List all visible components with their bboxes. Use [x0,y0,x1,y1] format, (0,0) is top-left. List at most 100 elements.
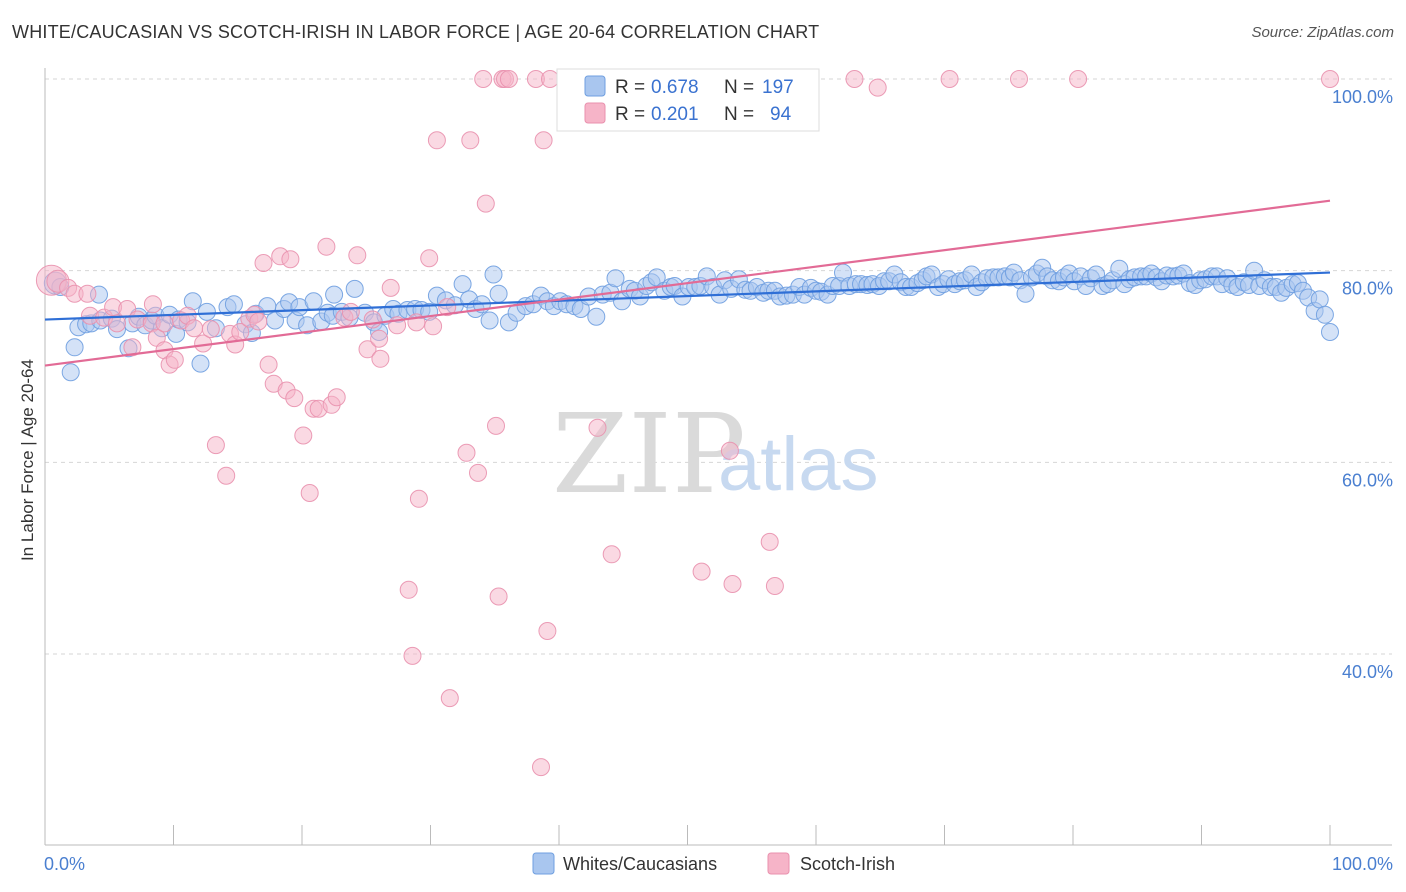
axes [44,68,1392,846]
scotch-irish-point [123,338,142,357]
scotch-irish-point [541,70,559,88]
scotch-irish-point [868,78,887,97]
scotch-irish-point [602,545,621,564]
trend-lines [44,199,1331,367]
whites-point [587,307,606,326]
scotch-irish-point [143,295,162,314]
scotch-irish-point [438,298,457,317]
y-tick-label: 80.0% [1342,279,1393,299]
scotch-irish-point [358,340,377,359]
y-tick-label: 40.0% [1342,662,1393,682]
legend-swatch-scotch [584,102,606,124]
scotch-irish-point [363,310,382,329]
whites-point [1315,305,1334,324]
scotch-irish-point [469,463,487,482]
scotch-irish-point [371,349,390,368]
scotch-irish-point [341,302,360,321]
watermark-atlas: atlas [718,422,879,507]
scotch-irish-point [765,577,784,595]
watermark: ZIP atlas [552,390,879,518]
scotch-irish-point [165,350,184,369]
scotch-irish-point [201,320,220,339]
whites-point [65,338,84,357]
chart-title: WHITE/CAUCASIAN VS SCOTCH-IRISH IN LABOR… [12,22,820,42]
scotch-irish-point [249,312,268,331]
stats-legend: R = 0.678 N = 197 R = 0.201 N = 94 [556,68,820,132]
scotch-irish-trend-line [44,199,1331,367]
bottom-legend-scotch: Scotch-Irish [800,854,895,874]
scotch-irish-point [409,489,428,508]
legend-n-value-scotch: 94 [770,104,792,125]
scotch-irish-point [327,388,346,407]
scotch-irish-point [692,562,711,581]
scotch-irish-point [381,278,400,297]
whites-point [191,354,210,373]
scotch-irish-point [108,314,126,333]
whites-point [325,285,344,304]
scotch-irish-point [206,436,225,455]
scotch-irish-point [487,416,505,435]
scotch-irish-point [440,689,459,708]
scotch-irish-point [294,426,313,445]
legend-n-label-whites: N = [724,77,754,98]
scotch-irish-point [534,131,553,150]
scotch-irish-point [1069,70,1088,88]
x-tick-label: 100.0% [1332,854,1393,874]
whites-point [224,295,243,314]
legend-r-value-whites: 0.678 [651,77,699,98]
scotch-irish-point [474,70,493,88]
scotch-irish-point [532,758,550,777]
scotch-irish-point [424,317,443,336]
scotch-irish-point [155,314,174,333]
whites-point [304,292,323,311]
whites-point [606,269,625,288]
whites-point [345,279,364,298]
bottom-legend-swatch-scotch [767,852,790,875]
bottom-legend-swatch-whites [532,852,555,875]
scotch-irish-point [489,587,508,606]
scotch-irish-point [1010,70,1028,88]
legend-r-value-scotch: 0.201 [651,104,699,125]
scotch-irish-point [285,389,304,408]
scotch-irish-point [317,237,336,256]
whites-point [453,275,472,294]
scotch-irish-point [300,484,319,502]
whites-point [197,302,216,321]
scotch-irish-point [370,329,389,348]
whites-point [647,268,666,287]
gridlines [45,78,1392,655]
scotch-irish-point [427,131,446,150]
scotch-irish-point [403,646,422,665]
scotch-irish-point [476,194,495,213]
scotch-irish-point [499,70,518,88]
y-tick-label: 100.0% [1332,87,1393,107]
scotch-irish-point [940,70,959,88]
scotch-irish-point [78,284,97,303]
source-credit: Source: ZipAtlas.com [1251,24,1394,41]
scotch-irish-point [760,532,779,551]
whites-point [61,363,80,382]
legend-r-label-scotch: R = [615,104,645,125]
whites-point [1310,290,1329,309]
whites-point [480,311,499,330]
scotch-irish-point [723,575,742,593]
scotch-irish-point [254,254,273,272]
scotch-irish-point [845,70,864,88]
legend-r-label-whites: R = [615,77,645,98]
series-legend: Whites/Caucasians Scotch-Irish [532,852,895,875]
bottom-legend-whites: Whites/Caucasians [563,854,717,874]
scotch-irish-point [185,319,204,338]
scotch-irish-point [457,443,476,462]
scotch-irish-point [399,580,418,599]
scotch-irish-point [281,250,300,269]
scotch-irish-point [538,622,557,640]
scotch-irish-point [217,466,236,485]
scotch-irish-point [348,246,367,265]
whites-point [484,265,503,284]
scotch-irish-point [1321,70,1339,88]
legend-swatch-whites [584,75,606,97]
whites-point [1016,284,1035,303]
scotch-irish-point [259,355,278,374]
scotch-irish-point [461,131,480,150]
